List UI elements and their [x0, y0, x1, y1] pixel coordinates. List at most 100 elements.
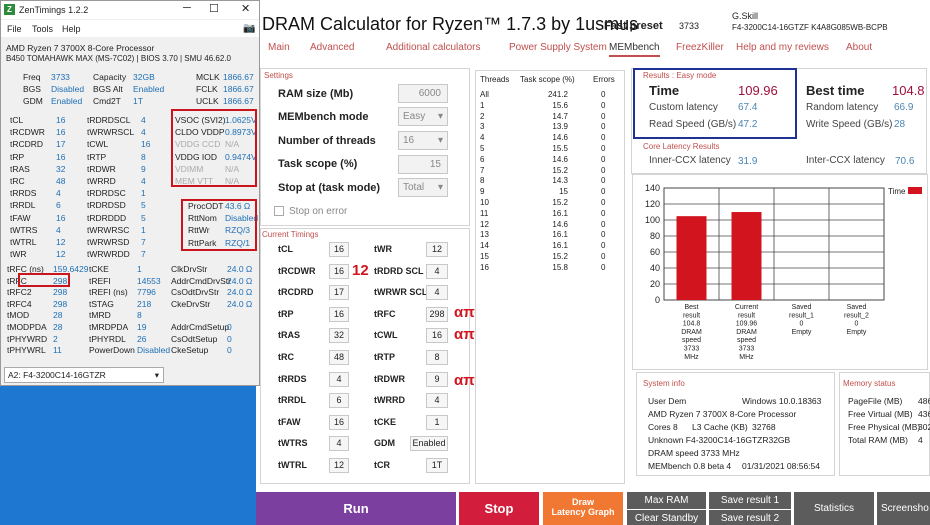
zen-label: tREFI (ns)	[89, 287, 128, 298]
zen-timing-label: tWRWRSD	[87, 237, 130, 247]
timing-value[interactable]: 8	[426, 350, 448, 365]
menu-file[interactable]: File	[7, 24, 22, 34]
timing-value[interactable]: 48	[329, 350, 349, 365]
stop-on-error-label: Stop on error	[289, 206, 348, 217]
task-scope-input[interactable]: 15	[398, 155, 448, 174]
zen-label: Capacity	[93, 72, 127, 82]
zen-label: tREFI	[89, 275, 111, 286]
zen-value: 11	[53, 345, 62, 356]
voltage-label: VDDG IOD	[175, 151, 218, 162]
timing-value[interactable]: 9	[426, 371, 448, 387]
screenshot-button[interactable]: Screensho	[877, 492, 930, 525]
save-result-2-button[interactable]: Save result 2	[709, 510, 791, 525]
timing-value[interactable]: 6	[329, 393, 349, 409]
timing-value[interactable]: 16	[329, 414, 349, 430]
memory-value: 436	[918, 409, 930, 419]
zen-timing-label: tWTRS	[10, 224, 38, 235]
save-result-1-button[interactable]: Save result 1	[709, 492, 791, 509]
timing-value[interactable]: 4	[426, 263, 448, 279]
timing-value[interactable]: 32	[329, 328, 349, 344]
timing-value[interactable]: 1	[426, 414, 448, 430]
tab-about[interactable]: About	[846, 42, 873, 53]
results-title: Results : Easy mode	[643, 71, 717, 80]
tab-power-supply-system[interactable]: Power Supply System	[509, 42, 607, 53]
maximize-icon[interactable]: ☐	[209, 3, 219, 15]
thread-errors: 0	[601, 241, 606, 251]
thread-errors: 0	[601, 154, 606, 164]
timing-value[interactable]: 4	[329, 371, 349, 387]
system-info-title: System info	[643, 379, 685, 388]
ram-size-input[interactable]: 6000	[398, 84, 448, 103]
timing-value[interactable]: 298	[426, 306, 448, 322]
tab-freezkiller[interactable]: FreezKiller	[676, 42, 724, 53]
timing-value[interactable]: 16	[426, 328, 448, 344]
tab-additional-calculators[interactable]: Additional calculators	[386, 42, 481, 53]
zen-timing-label: tRTP	[87, 151, 107, 162]
stop-at-label: Stop at (task mode)	[278, 182, 381, 194]
timing-value[interactable]: 4	[426, 285, 448, 301]
zen-label: CkeSetup	[171, 345, 209, 356]
thread-errors: 0	[601, 219, 606, 229]
zen-timing-label: tRC	[10, 176, 25, 186]
stop-at-value: Total	[403, 182, 425, 193]
timing-value[interactable]: 12	[329, 458, 349, 473]
clear-standby-button[interactable]: Clear Standby	[627, 510, 706, 525]
kit-brand: G.Skill	[732, 11, 759, 21]
stop-at-select[interactable]: Total ▾	[398, 178, 448, 197]
timing-value[interactable]: 1T	[426, 458, 448, 473]
timing-label: tRDWR	[374, 373, 405, 384]
zen-value: 1866.67	[223, 84, 254, 94]
tab-help-and-reviews[interactable]: Help and my reviews	[736, 42, 829, 53]
time-bar-chart: 020406080100120140Bestresult104.8DRAMspe…	[645, 183, 922, 361]
voltage-label: VDIMM	[175, 163, 204, 174]
timing-value[interactable]: 4	[329, 436, 349, 452]
profile-select[interactable]: A2: F4-3200C14-16GTZR ▾	[4, 367, 164, 383]
x-tick-label: Empty	[792, 329, 812, 336]
zen-label: MCLK	[196, 72, 220, 82]
desktop-background	[0, 386, 256, 525]
menu-bar	[1, 20, 259, 37]
stop-button[interactable]: Stop	[459, 492, 539, 525]
threads-select[interactable]: 16 ▾	[398, 131, 448, 150]
zen-timing-label: tCL	[10, 115, 24, 125]
statistics-button[interactable]: Statistics	[794, 492, 874, 525]
max-ram-button[interactable]: Max RAM	[627, 492, 706, 509]
memory-label: Total RAM (MB)	[848, 435, 908, 445]
menu-help[interactable]: Help	[62, 24, 81, 34]
custom-latency-label: Custom latency	[649, 102, 718, 113]
membench-mode-select[interactable]: Easy ▾	[398, 107, 448, 126]
timing-value[interactable]: 12	[426, 242, 448, 257]
zen-timing-label: tRDWR	[87, 163, 116, 174]
timing-value[interactable]: 17	[329, 285, 349, 301]
menu-tools[interactable]: Tools	[32, 24, 54, 34]
kit-model: F4-3200C14-16GTZF K4A8G085WB-BCPB	[732, 23, 888, 32]
zen-timing-label: tWRWRSC	[87, 224, 130, 235]
timing-value[interactable]: Enabled	[410, 436, 448, 452]
timing-value[interactable]: 16	[329, 242, 349, 257]
time-label: Time	[649, 83, 680, 98]
tab-advanced[interactable]: Advanced	[310, 42, 355, 53]
timing-label: tRTP	[374, 352, 395, 362]
tab-membench[interactable]: MEMbench	[609, 42, 660, 57]
tab-main[interactable]: Main	[268, 42, 290, 53]
zen-board: B450 TOMAHAWK MAX (MS-7C02) | BIOS 3.70 …	[6, 54, 231, 63]
stop-on-error-checkbox[interactable]	[274, 206, 284, 216]
timing-value[interactable]: 16	[329, 263, 349, 279]
timing-value[interactable]: 4	[426, 393, 448, 409]
minimize-icon[interactable]: ─	[183, 2, 191, 14]
thread-id: 8	[480, 176, 485, 186]
zen-label: CsOdtSetup	[171, 333, 218, 344]
errors-header: Errors	[593, 75, 615, 84]
bar	[731, 212, 762, 300]
draw-latency-graph-button[interactable]: Draw Latency Graph	[543, 492, 623, 525]
run-button[interactable]: Run	[256, 492, 456, 525]
system-cpu: AMD Ryzen 7 3700X 8-Core Processor	[648, 409, 797, 419]
timing-value[interactable]: 16	[329, 306, 349, 322]
zen-timing-value: 17	[56, 139, 66, 150]
odt-value: 43.6 Ω	[225, 201, 251, 211]
zen-timing-value: 7	[141, 249, 146, 260]
zen-timing-value: 32	[56, 163, 66, 174]
camera-icon[interactable]: 📷	[243, 23, 256, 34]
voltage-label: VSOC (SVI2)	[175, 115, 226, 125]
close-icon[interactable]: ✕	[241, 3, 251, 15]
